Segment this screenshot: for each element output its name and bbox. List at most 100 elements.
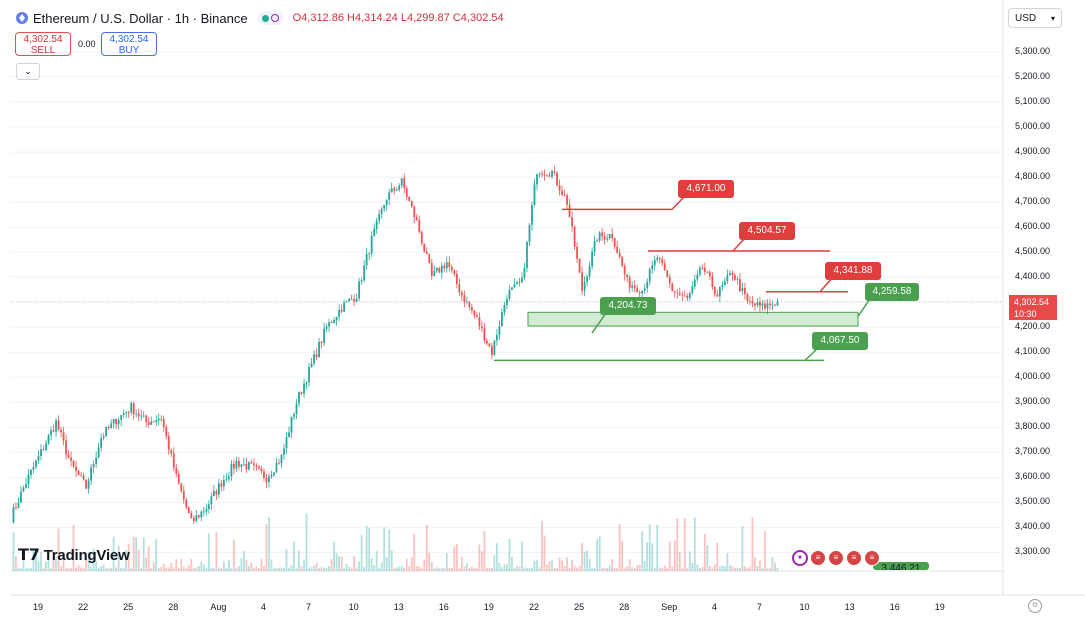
- candle: [774, 304, 776, 307]
- support-label-4[interactable]: 3,446.21: [873, 562, 929, 570]
- volume-bar: [691, 562, 694, 571]
- candle: [115, 418, 118, 430]
- us-flag-icon[interactable]: ≡: [864, 550, 880, 566]
- candle: [207, 500, 210, 514]
- volume-bar: [60, 566, 62, 571]
- candle: [761, 299, 764, 311]
- close-value: C4,302.54: [452, 12, 504, 24]
- last-price-tag: 4,302.54 10:30: [1009, 295, 1057, 320]
- settings-icon[interactable]: ⚙: [1028, 599, 1042, 613]
- volume-bar: [75, 567, 77, 571]
- resistance-label-3[interactable]: 4,341.88: [825, 262, 881, 280]
- candle: [182, 485, 185, 504]
- volume-bar: [706, 545, 709, 571]
- candle: [112, 418, 115, 429]
- candle: [370, 231, 373, 258]
- sell-price: 4,302.54: [23, 34, 63, 45]
- us-flag-icon[interactable]: ≡: [846, 550, 862, 566]
- candle: [583, 276, 586, 297]
- candle: [578, 258, 581, 273]
- collapse-legend-button[interactable]: ⌄: [16, 63, 40, 80]
- price-tick-label: 3,400.00: [1015, 521, 1051, 532]
- support-label-1[interactable]: 4,259.58: [865, 283, 919, 301]
- visibility-controls[interactable]: [257, 11, 283, 25]
- us-flag-icon[interactable]: ≡: [828, 550, 844, 566]
- time-tick-label: 19: [32, 602, 44, 612]
- time-tick-label: 4: [711, 602, 717, 612]
- candle: [175, 463, 178, 478]
- volume-bar: [475, 568, 478, 571]
- candle: [170, 448, 173, 458]
- chevron-down-icon: ⌄: [24, 66, 32, 76]
- candle: [137, 408, 140, 422]
- candle: [92, 460, 95, 474]
- support-zone[interactable]: [527, 311, 859, 327]
- volume-bar: [598, 536, 601, 571]
- candle: [325, 323, 328, 332]
- candle: [593, 235, 596, 257]
- volume-bar: [553, 567, 556, 571]
- price-tick-label: 5,200.00: [1015, 71, 1051, 82]
- volume-bar: [270, 559, 273, 571]
- sell-button[interactable]: 4,302.54 SELL: [15, 32, 71, 56]
- economic-events[interactable]: ✦ ≡ ≡ ≡ ≡: [792, 550, 880, 566]
- indicator-dots-icon[interactable]: [270, 14, 279, 22]
- volume-bar: [513, 568, 516, 571]
- price-tick-label: 4,700.00: [1015, 196, 1051, 207]
- candle: [491, 342, 493, 360]
- volume-bar: [420, 567, 423, 571]
- volume-bar: [561, 560, 563, 571]
- eye-icon[interactable]: [261, 14, 269, 22]
- candle: [668, 273, 671, 288]
- volume-bar: [741, 526, 744, 571]
- volume-bar: [473, 567, 476, 571]
- candle: [300, 391, 303, 396]
- candle: [87, 477, 90, 494]
- support-label-3[interactable]: 4,067.50: [812, 332, 868, 350]
- candle: [80, 471, 82, 477]
- tradingview-logo[interactable]: 𝗧𝟳 TradingView: [18, 545, 130, 565]
- candle: [222, 474, 225, 491]
- candle: [293, 412, 295, 421]
- currency-selector[interactable]: USD ▾: [1008, 8, 1062, 28]
- support-label-2[interactable]: 4,204.73: [600, 297, 656, 315]
- volume-bar: [315, 562, 318, 571]
- candle: [328, 318, 330, 332]
- volume-bar: [353, 556, 356, 571]
- events-star-icon[interactable]: ✦: [792, 550, 808, 566]
- time-tick-label: 25: [574, 602, 585, 612]
- volume-bar: [122, 567, 125, 571]
- buy-button[interactable]: 4,302.54 BUY: [101, 32, 157, 56]
- volume-bar: [588, 558, 591, 571]
- candle: [608, 233, 611, 240]
- candle: [107, 424, 110, 431]
- candle: [122, 409, 125, 418]
- volume-bar: [278, 567, 280, 571]
- volume-bar: [280, 567, 283, 571]
- candle: [187, 506, 190, 514]
- volume-bar: [157, 567, 160, 571]
- candle: [678, 287, 681, 296]
- volume-bar: [698, 567, 701, 571]
- volume-bar: [388, 529, 391, 571]
- symbol-title[interactable]: Ethereum / U.S. Dollar · 1h · Binance: [33, 10, 248, 26]
- resistance-label-1[interactable]: 4,671.00: [678, 180, 734, 198]
- volume-bar: [325, 568, 328, 571]
- volume-bar: [653, 567, 656, 571]
- candle: [543, 169, 546, 181]
- candle: [253, 458, 255, 471]
- candle: [676, 288, 679, 299]
- volume-bar: [185, 567, 188, 571]
- us-flag-icon[interactable]: ≡: [810, 550, 826, 566]
- candle: [363, 259, 366, 283]
- volume-bar: [533, 560, 536, 571]
- volume-bar: [633, 568, 636, 571]
- volume-bar: [290, 565, 293, 571]
- volume-bar: [288, 567, 290, 571]
- candle: [200, 510, 203, 522]
- candle: [741, 282, 744, 296]
- resistance-label-2[interactable]: 4,504.57: [739, 222, 795, 240]
- candle: [298, 391, 300, 408]
- volume-bar: [20, 567, 22, 571]
